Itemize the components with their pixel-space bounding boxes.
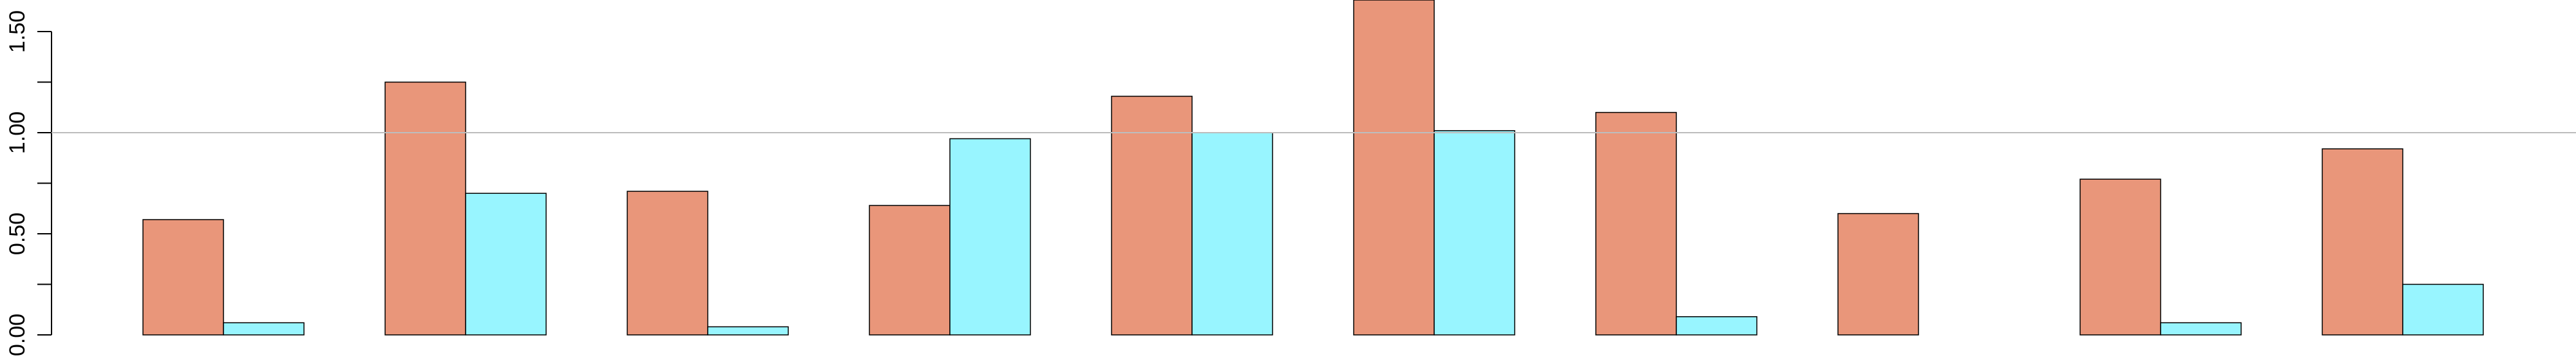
bar-group-6-series-1 bbox=[1353, 0, 1435, 336]
bar-group-10-series-1 bbox=[2322, 148, 2403, 336]
y-tick-label: 1.50 bbox=[5, 10, 30, 53]
bar-group-9-series-2 bbox=[2160, 322, 2242, 336]
y-tick-label: 1.00 bbox=[5, 111, 30, 154]
bar-group-1-series-2 bbox=[223, 322, 305, 336]
bars bbox=[142, 0, 2484, 336]
bar-group-7-series-2 bbox=[1676, 316, 1757, 336]
bar-group-6-series-2 bbox=[1434, 130, 1515, 336]
bar-group-3-series-2 bbox=[707, 326, 789, 336]
y-tick-label: 0.00 bbox=[5, 314, 30, 356]
bar-group-4-series-1 bbox=[869, 205, 951, 336]
bar-group-4-series-2 bbox=[949, 138, 1031, 336]
bar-group-3-series-1 bbox=[627, 191, 708, 336]
bar-group-8-series-1 bbox=[1837, 213, 1919, 336]
bar-group-7-series-1 bbox=[1595, 111, 1677, 336]
bar-group-9-series-1 bbox=[2079, 178, 2161, 336]
bar-group-5-series-1 bbox=[1111, 95, 1193, 336]
bar-group-10-series-2 bbox=[2402, 283, 2484, 336]
y-axis: 0.00 0.50 1.00 1.50 bbox=[5, 10, 52, 356]
bar-group-2-series-2 bbox=[465, 193, 547, 336]
bar-group-5-series-2 bbox=[1191, 132, 1273, 336]
bar-group-2-series-1 bbox=[384, 81, 466, 336]
bar-group-1-series-1 bbox=[142, 219, 224, 336]
y-tick-label: 0.50 bbox=[5, 213, 30, 255]
